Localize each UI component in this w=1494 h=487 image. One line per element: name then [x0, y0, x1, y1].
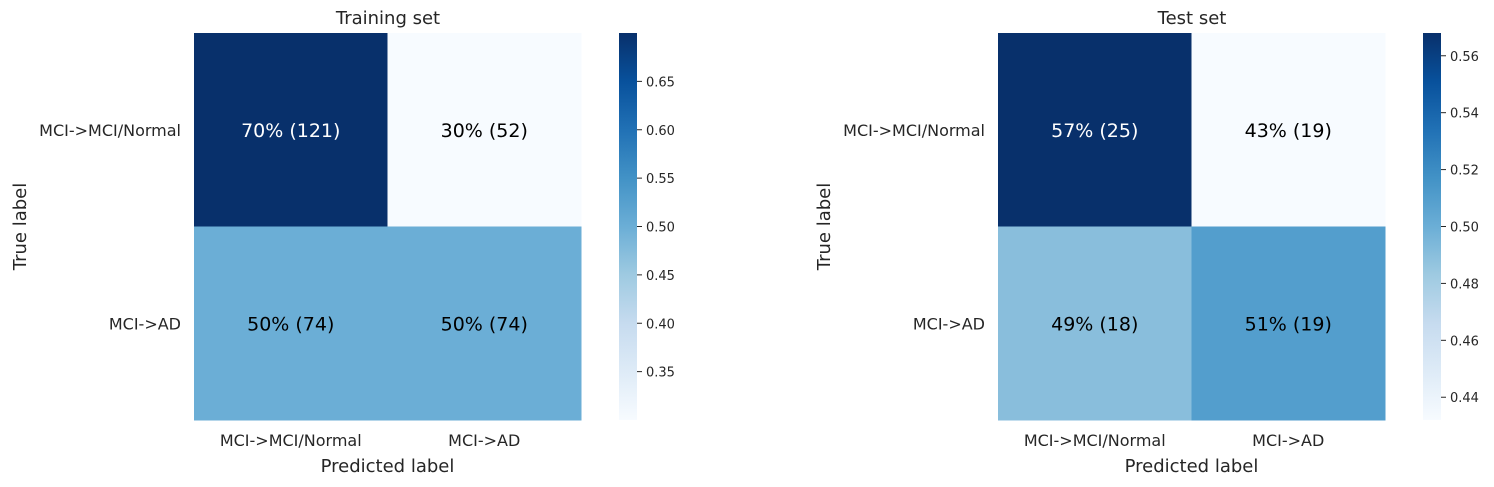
heatmap-cell — [194, 33, 388, 227]
colorbar-tick-label: 0.46 — [1450, 334, 1479, 349]
heatmap-cell — [387, 33, 582, 227]
x-tick-label: MCI->MCI/Normal — [220, 431, 362, 450]
heatmap-panel-2: Test set 57% (25) 43% (19) 49% (18) 51% (19)… — [814, 8, 1479, 477]
colorbar-tick-label: 0.52 — [1450, 164, 1479, 179]
heatmap-panel-1: Training set 70% (121) 30% (52) 50% (74) 50%… — [10, 8, 675, 477]
colorbar — [1423, 33, 1441, 420]
cell-annotation: 49% (18) — [1051, 313, 1138, 335]
chart-title: Test set — [1157, 8, 1227, 29]
x-tick-label: MCI->AD — [448, 431, 520, 450]
colorbar-tick-label: 0.65 — [646, 75, 675, 90]
colorbar-tick-label: 0.45 — [646, 269, 675, 284]
heatmap-cell — [998, 226, 1192, 421]
colorbar-tick-label: 0.44 — [1450, 391, 1479, 406]
colorbar-tick-label: 0.50 — [646, 221, 675, 236]
colorbar-tick-label: 0.55 — [646, 172, 675, 187]
heatmap-cell — [1191, 33, 1386, 227]
heatmap-cell — [194, 226, 388, 421]
cell-annotation: 50% (74) — [441, 313, 528, 335]
chart-title: Training set — [335, 8, 440, 29]
cell-annotation: 51% (19) — [1245, 313, 1332, 335]
y-tick-label: MCI->MCI/Normal — [843, 121, 985, 140]
cell-annotation: 30% (52) — [441, 120, 528, 142]
colorbar-tick-label: 0.48 — [1450, 277, 1479, 292]
y-axis-label: True label — [814, 183, 835, 272]
y-tick-label: MCI->AD — [109, 314, 181, 333]
y-axis-label: True label — [10, 183, 31, 272]
colorbar-tick-label: 0.60 — [646, 124, 675, 139]
heatmap-cell — [998, 33, 1192, 227]
cell-annotation: 70% (121) — [241, 120, 340, 142]
colorbar-tick-label: 0.40 — [646, 317, 675, 332]
cell-annotation: 43% (19) — [1245, 120, 1332, 142]
colorbar — [619, 33, 637, 420]
y-tick-label: MCI->MCI/Normal — [39, 121, 181, 140]
heatmap-cell — [1191, 226, 1386, 421]
colorbar-tick-label: 0.54 — [1450, 107, 1479, 122]
heatmap-cell — [387, 226, 582, 421]
x-tick-label: MCI->MCI/Normal — [1024, 431, 1166, 450]
x-axis-label: Predicted label — [1125, 456, 1259, 477]
colorbar-tick-label: 0.56 — [1450, 50, 1479, 65]
cell-annotation: 57% (25) — [1051, 120, 1138, 142]
y-tick-label: MCI->AD — [913, 314, 985, 333]
x-axis-label: Predicted label — [321, 456, 455, 477]
x-tick-label: MCI->AD — [1252, 431, 1324, 450]
colorbar-tick-label: 0.35 — [646, 366, 675, 381]
cell-annotation: 50% (74) — [247, 313, 334, 335]
colorbar-tick-label: 0.50 — [1450, 221, 1479, 236]
